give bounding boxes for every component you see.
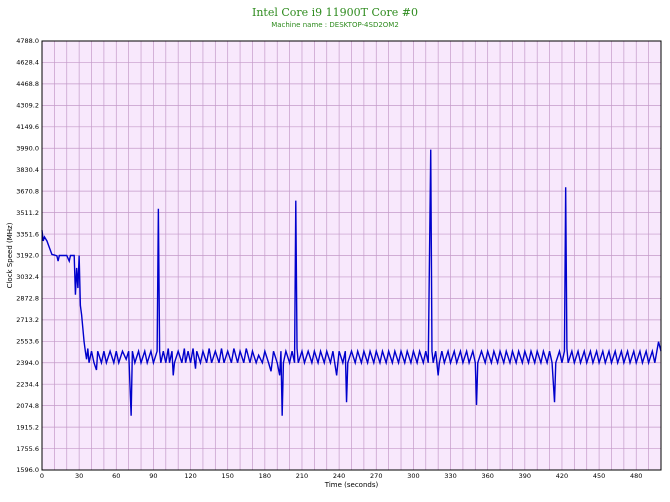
clock-speed-series-line <box>41 149 662 416</box>
y-tick-label: 2234.4 <box>16 380 39 388</box>
y-tick-label: 2872.8 <box>16 295 39 303</box>
tick-labels: 0 30 60 90 120 150 180 210 240 270 300 330 360 390 420… <box>16 37 642 480</box>
x-tick-label: 330 <box>444 472 456 480</box>
y-tick-label: 4468.8 <box>16 80 39 88</box>
y-tick-label: 1596.0 <box>16 466 39 474</box>
y-tick-label: 3192.0 <box>16 252 39 260</box>
y-tick-label: 4788.0 <box>16 37 39 45</box>
y-tick-label: 3830.4 <box>16 166 39 174</box>
y-tick-label: 1755.6 <box>16 445 39 453</box>
y-tick-label: 3670.8 <box>16 187 39 195</box>
y-tick-label: 4628.4 <box>16 59 39 67</box>
x-tick-label: 0 <box>40 472 44 480</box>
y-tick-label: 3990.0 <box>16 144 39 152</box>
x-axis-label: Time (seconds) <box>324 481 379 489</box>
x-tick-label: 240 <box>333 472 345 480</box>
x-tick-label: 270 <box>370 472 382 480</box>
x-tick-label: 60 <box>112 472 120 480</box>
x-tick-label: 180 <box>259 472 271 480</box>
x-tick-label: 90 <box>149 472 157 480</box>
x-tick-label: 360 <box>481 472 493 480</box>
y-tick-label: 4309.2 <box>16 102 39 110</box>
y-tick-label: 4149.6 <box>16 123 39 131</box>
x-tick-label: 450 <box>593 472 605 480</box>
plot-frame <box>41 40 662 471</box>
y-axis-label: Clock Speed (MHz) <box>6 222 14 288</box>
x-tick-label: 210 <box>296 472 308 480</box>
y-tick-label: 2394.0 <box>16 359 39 367</box>
y-tick-label: 2713.2 <box>16 316 39 324</box>
y-tick-label: 3511.2 <box>16 209 39 217</box>
x-tick-label: 120 <box>184 472 196 480</box>
x-tick-label: 30 <box>75 472 83 480</box>
x-tick-label: 300 <box>407 472 419 480</box>
y-tick-label: 3032.4 <box>16 273 39 281</box>
chart-title: Intel Core i9 11900T Core #0 <box>251 6 419 19</box>
y-tick-label: 3351.6 <box>16 230 39 238</box>
x-tick-label: 480 <box>630 472 642 480</box>
x-tick-label: 420 <box>556 472 568 480</box>
y-tick-label: 2553.6 <box>16 338 39 346</box>
y-tick-label: 2074.8 <box>16 402 39 410</box>
x-tick-label: 390 <box>519 472 531 480</box>
y-tick-label: 1915.2 <box>16 423 39 431</box>
x-tick-label: 150 <box>221 472 233 480</box>
grid-lines <box>41 40 662 471</box>
chart-subtitle: Machine name : DESKTOP-4SD2OM2 <box>271 21 399 29</box>
